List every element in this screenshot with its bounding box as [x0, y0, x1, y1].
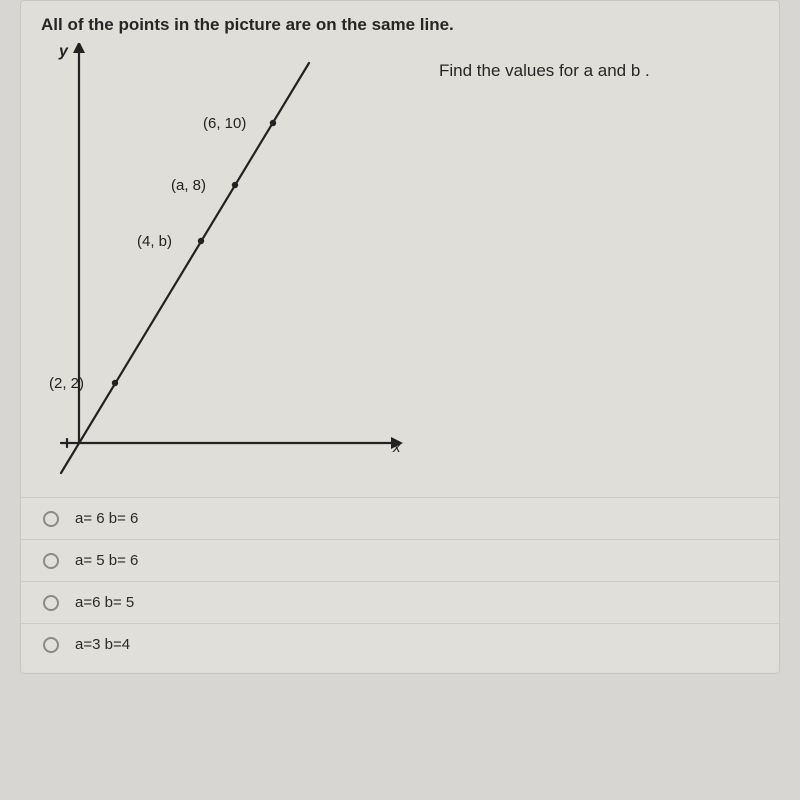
option-label: a=6 b= 5 — [75, 594, 134, 611]
radio-icon[interactable] — [43, 637, 59, 653]
option-row[interactable]: a= 5 b= 6 — [21, 539, 779, 581]
point-label: (a, 8) — [171, 177, 206, 194]
prompt-text: Find the values for a and b . — [411, 43, 650, 81]
radio-icon[interactable] — [43, 553, 59, 569]
x-axis-label: x — [393, 439, 401, 456]
point-label: (2, 2) — [49, 375, 84, 392]
radio-icon[interactable] — [43, 595, 59, 611]
option-label: a=3 b=4 — [75, 636, 130, 653]
option-label: a= 5 b= 6 — [75, 552, 138, 569]
radio-icon[interactable] — [43, 511, 59, 527]
graph-svg — [31, 43, 411, 483]
options-list: a= 6 b= 6 a= 5 b= 6 a=6 b= 5 a=3 b=4 — [21, 497, 779, 665]
figure-row: y x (2, 2) (4, b) (a, 8) (6, 10) Find the v… — [21, 43, 779, 483]
option-row[interactable]: a= 6 b= 6 — [21, 497, 779, 539]
option-row[interactable]: a=3 b=4 — [21, 623, 779, 665]
point-label: (6, 10) — [203, 115, 246, 132]
option-label: a= 6 b= 6 — [75, 510, 138, 527]
question-panel: All of the points in the picture are on … — [20, 0, 780, 674]
option-row[interactable]: a=6 b= 5 — [21, 581, 779, 623]
point-label: (4, b) — [137, 233, 172, 250]
y-axis-label: y — [59, 43, 68, 61]
graph-area: y x (2, 2) (4, b) (a, 8) (6, 10) — [31, 43, 411, 483]
question-text: All of the points in the picture are on … — [21, 1, 779, 43]
